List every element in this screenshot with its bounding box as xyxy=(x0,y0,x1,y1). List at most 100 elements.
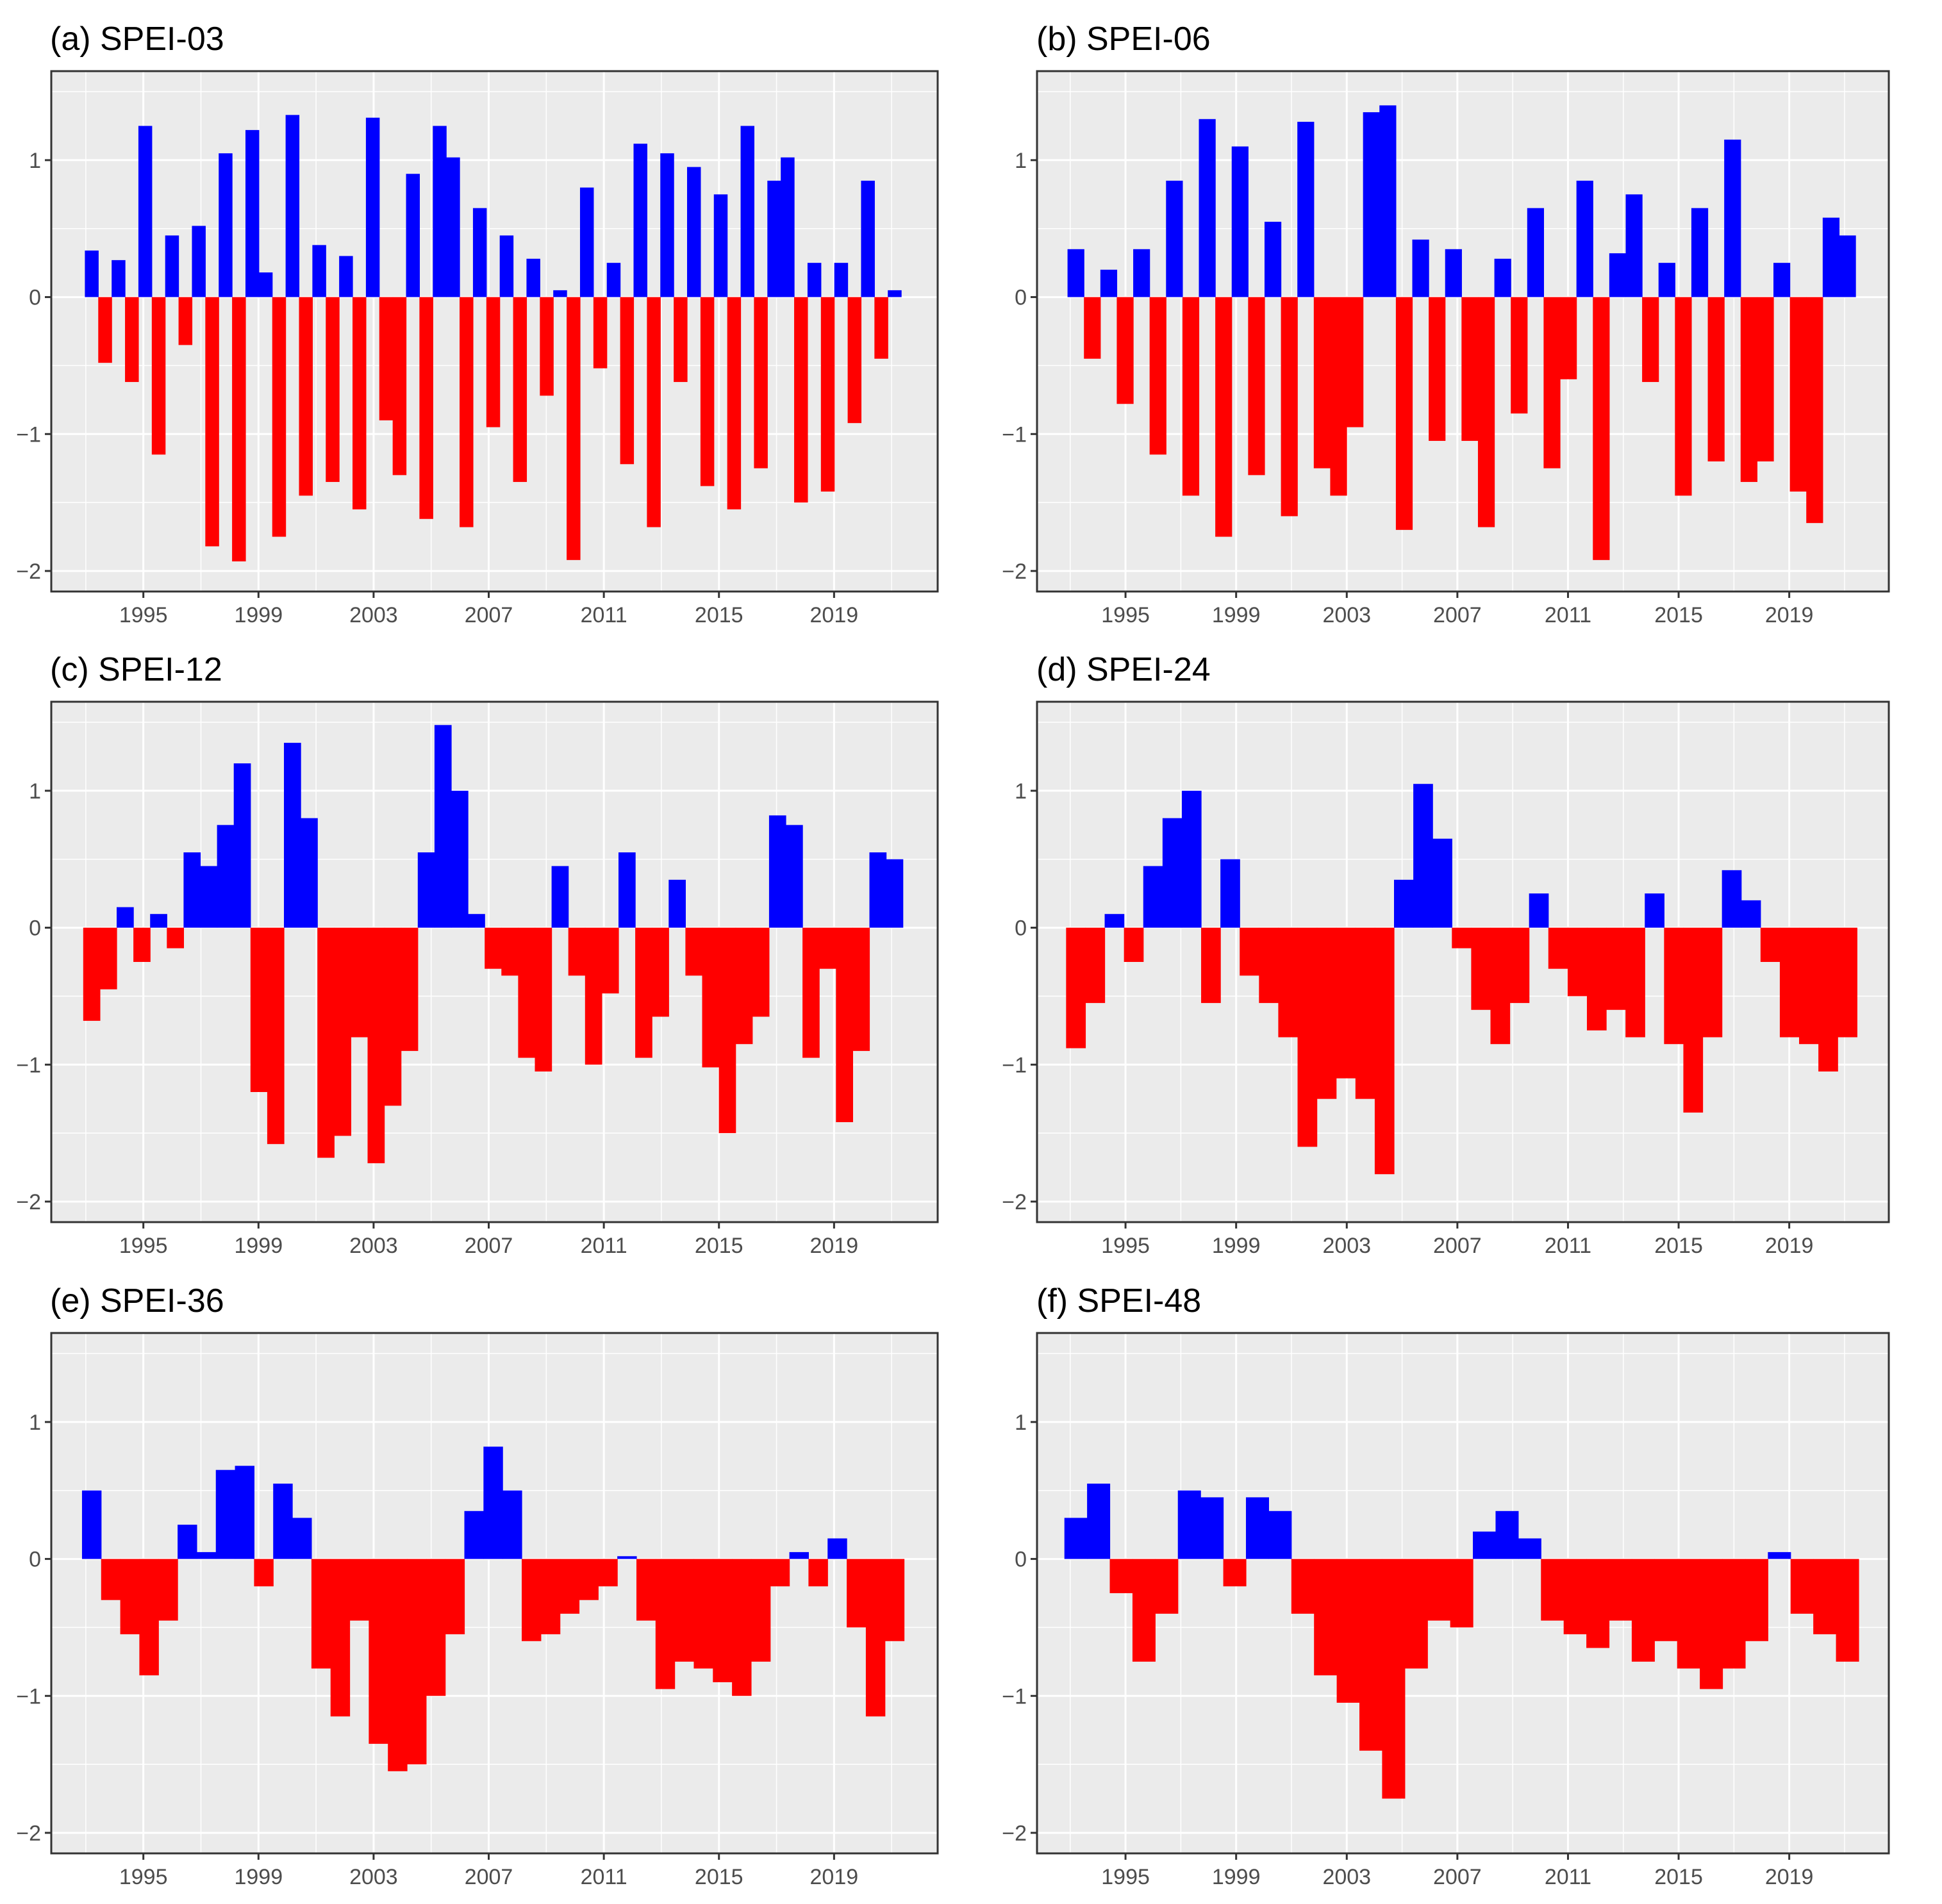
bar-negative xyxy=(178,297,193,345)
bar-negative xyxy=(1675,297,1692,496)
x-tick-label: 1999 xyxy=(1212,1234,1261,1258)
y-tick-label: 1 xyxy=(29,149,41,173)
bar-negative xyxy=(1722,1559,1746,1669)
bar-negative xyxy=(847,297,862,424)
x-tick-label: 1999 xyxy=(1212,1865,1261,1889)
bar-negative xyxy=(1509,927,1530,1004)
panel-a-spei-03: −2 −1 0 1 1995 1999 2003 2007 2011 2015 2019 (a) SP… xyxy=(16,21,939,627)
x-tick-label: 1995 xyxy=(119,603,168,627)
bar-negative xyxy=(1586,927,1607,1031)
bar-positive xyxy=(668,879,686,928)
bar-positive xyxy=(217,825,235,928)
bar-negative xyxy=(1813,1559,1837,1635)
y-tick-label: −2 xyxy=(1002,559,1027,584)
x-tick-label: 1995 xyxy=(119,1865,168,1889)
bar-negative xyxy=(1066,927,1086,1048)
bar-positive xyxy=(1822,217,1840,297)
bar-negative xyxy=(568,927,586,976)
panel-border xyxy=(50,1332,939,1855)
bar-negative xyxy=(1330,297,1347,496)
bar-negative xyxy=(652,927,669,1017)
bar-positive xyxy=(150,914,167,928)
bar-positive xyxy=(1495,1511,1519,1559)
bar-negative xyxy=(836,927,853,1123)
bar-negative xyxy=(139,1559,159,1676)
bar-negative xyxy=(620,297,635,465)
bar-positive xyxy=(339,256,353,297)
bar-positive xyxy=(1100,269,1118,297)
bar-negative xyxy=(1609,1559,1632,1621)
bar-positive xyxy=(219,153,233,297)
bar-positive xyxy=(499,235,514,297)
panel-f-spei-48: −2 −1 0 1 1995 1999 2003 2007 2011 2015 2019 (f) SP… xyxy=(1002,1282,1890,1889)
bar-negative xyxy=(647,297,661,527)
bar-negative xyxy=(727,297,742,509)
bar-positive xyxy=(886,859,904,928)
bar-positive xyxy=(112,260,126,297)
bar-negative xyxy=(847,1559,867,1628)
y-tick-label: −2 xyxy=(1002,1190,1027,1214)
bar-negative xyxy=(379,297,394,420)
y-tick-label: −2 xyxy=(1002,1821,1027,1846)
bar-positive xyxy=(869,852,887,928)
bar-negative xyxy=(874,297,888,359)
bar-negative xyxy=(1395,297,1413,530)
bar-negative xyxy=(1084,297,1101,359)
bar-negative xyxy=(351,927,369,1038)
bar-negative xyxy=(1182,297,1200,496)
bar-negative xyxy=(98,297,112,363)
bar-negative xyxy=(99,927,117,989)
bar-positive xyxy=(1231,146,1249,297)
bar-positive xyxy=(245,129,260,297)
bar-negative xyxy=(1336,927,1356,1079)
x-tick-label: 2007 xyxy=(465,1234,513,1258)
x-tick-label: 2011 xyxy=(581,1865,627,1889)
bar-positive xyxy=(807,263,822,297)
panel-title: (e) SPEI-36 xyxy=(50,1282,224,1320)
y-tick-label: 1 xyxy=(1015,779,1027,804)
bar-negative xyxy=(485,927,502,969)
bar-positive xyxy=(417,852,435,928)
bar-negative xyxy=(693,1559,713,1669)
bar-negative xyxy=(884,1559,905,1641)
bar-negative xyxy=(1155,1559,1179,1614)
bar-positive xyxy=(1839,235,1856,297)
bar-positive xyxy=(1576,180,1593,297)
bar-positive xyxy=(117,907,134,928)
bar-negative xyxy=(1606,927,1626,1010)
x-tick-label: 2007 xyxy=(465,1865,513,1889)
x-tick-label: 2015 xyxy=(695,1865,743,1889)
x-tick-label: 2003 xyxy=(349,1865,398,1889)
bar-negative xyxy=(426,1559,446,1696)
bar-positive xyxy=(312,245,326,297)
bar-negative xyxy=(388,1559,408,1771)
bar-positive xyxy=(1527,208,1545,297)
bar-negative xyxy=(1347,297,1364,427)
bar-positive xyxy=(1394,879,1414,928)
panel-border xyxy=(1036,70,1890,593)
bar-negative xyxy=(133,927,151,962)
y-tick-label: −1 xyxy=(1002,422,1027,447)
bar-negative xyxy=(567,297,581,560)
x-tick-label: 2015 xyxy=(1654,603,1703,627)
bar-negative xyxy=(401,927,419,1051)
bar-negative xyxy=(1631,1559,1655,1662)
bar-negative xyxy=(1452,927,1472,948)
bar-negative xyxy=(1563,1559,1587,1635)
bar-negative xyxy=(540,297,554,396)
bar-positive xyxy=(200,866,218,928)
panel-title: (a) SPEI-03 xyxy=(50,21,224,58)
y-tick-label: −1 xyxy=(16,422,41,447)
y-tick-label: 1 xyxy=(29,1411,41,1435)
bar-negative xyxy=(1149,297,1166,455)
bar-positive xyxy=(1067,249,1084,297)
x-tick-label: 1995 xyxy=(1101,1234,1150,1258)
x-tick-label: 2015 xyxy=(695,603,743,627)
bar-positive xyxy=(446,157,460,297)
bar-negative xyxy=(1297,927,1318,1147)
bar-negative xyxy=(560,1559,580,1614)
bar-negative xyxy=(820,297,835,492)
bar-positive xyxy=(1691,208,1709,297)
bar-positive xyxy=(1379,105,1397,297)
bar-positive xyxy=(834,263,849,297)
